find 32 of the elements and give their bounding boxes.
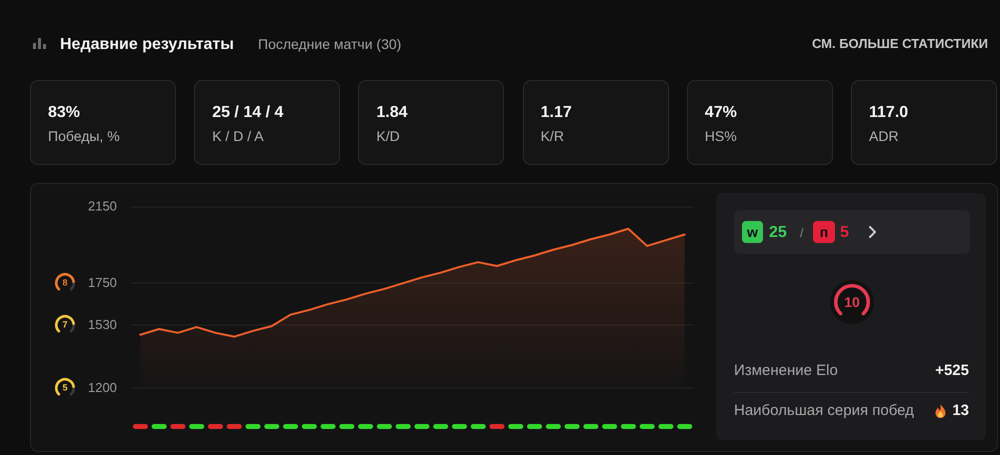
text: +525 — [935, 362, 969, 380]
text: 47% — [704, 102, 737, 122]
text: / — [800, 226, 804, 240]
text: 5 — [840, 222, 849, 242]
text: Победы, % — [48, 128, 120, 144]
loss-badge: п — [813, 221, 835, 243]
text: 83% — [48, 102, 80, 122]
text: 1.17 — [540, 102, 572, 122]
text: 25 — [769, 222, 787, 242]
y-tick-label: 1200 — [88, 380, 117, 395]
text: 13 — [952, 402, 969, 420]
text: 25 / 14 / 4 — [212, 102, 284, 122]
text: 117.0 — [869, 102, 908, 122]
text: Недавние результаты — [60, 34, 234, 54]
text: 1.84 — [376, 102, 408, 122]
text: 8 — [62, 278, 68, 288]
text: 10 — [844, 294, 860, 310]
y-tick-label: 1530 — [88, 316, 117, 332]
text: K/R — [540, 128, 564, 144]
text: K / D / A — [212, 128, 264, 144]
text: K/D — [376, 128, 400, 144]
text: ADR — [869, 128, 899, 144]
text: СМ. БОЛЬШЕ СТАТИСТИКИ — [812, 36, 988, 52]
text: 7 — [62, 320, 68, 330]
y-tick-label: 2150 — [88, 198, 117, 214]
win-badge: w — [742, 221, 763, 243]
text: Изменение Elo — [734, 362, 838, 380]
text: HS% — [704, 128, 737, 144]
text: Наибольшая серия побед — [734, 402, 914, 420]
y-tick-label: 1750 — [88, 274, 117, 290]
text: Последние матчи (30) — [258, 36, 402, 52]
text: 5 — [62, 382, 68, 393]
